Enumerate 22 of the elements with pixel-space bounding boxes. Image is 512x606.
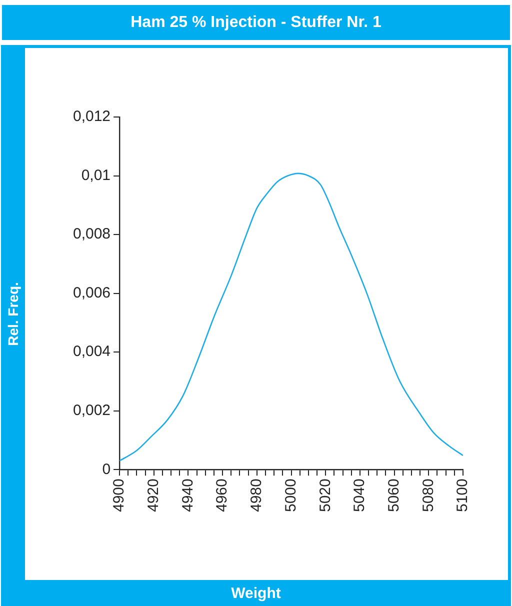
x-tick-label: 5020 (316, 478, 334, 512)
y-tick-label: 0,004 (72, 343, 111, 360)
y-tick-label: 0,002 (72, 402, 111, 419)
x-tick-label: 5080 (420, 478, 437, 512)
x-tick-label: 4960 (214, 478, 231, 512)
line-series (120, 172, 463, 462)
y-tick-label: 0,008 (72, 226, 111, 243)
x-tick-label: 4920 (145, 478, 162, 512)
y-tick-label: 0,012 (72, 108, 111, 126)
y-tick-label: 0,01 (81, 166, 111, 184)
x-tick-label: 5100 (454, 478, 472, 512)
x-axis-title: Weight (230, 584, 282, 604)
y-axis-title: Rel. Freq. (4, 282, 21, 346)
x-tick-label: 4940 (179, 478, 196, 512)
x-tick-label: 4980 (248, 478, 266, 512)
x-tick-label: 4900 (110, 478, 128, 512)
y-tick-label: 0 (102, 460, 111, 478)
chart-title: Ham 25 % Injection - Stuffer Nr. 1 (2, 5, 510, 40)
x-tick-label: 5060 (385, 478, 402, 512)
x-tick-label: 5000 (282, 478, 300, 512)
x-tick-label: 5040 (351, 478, 368, 512)
y-tick-label: 0,006 (72, 284, 111, 302)
